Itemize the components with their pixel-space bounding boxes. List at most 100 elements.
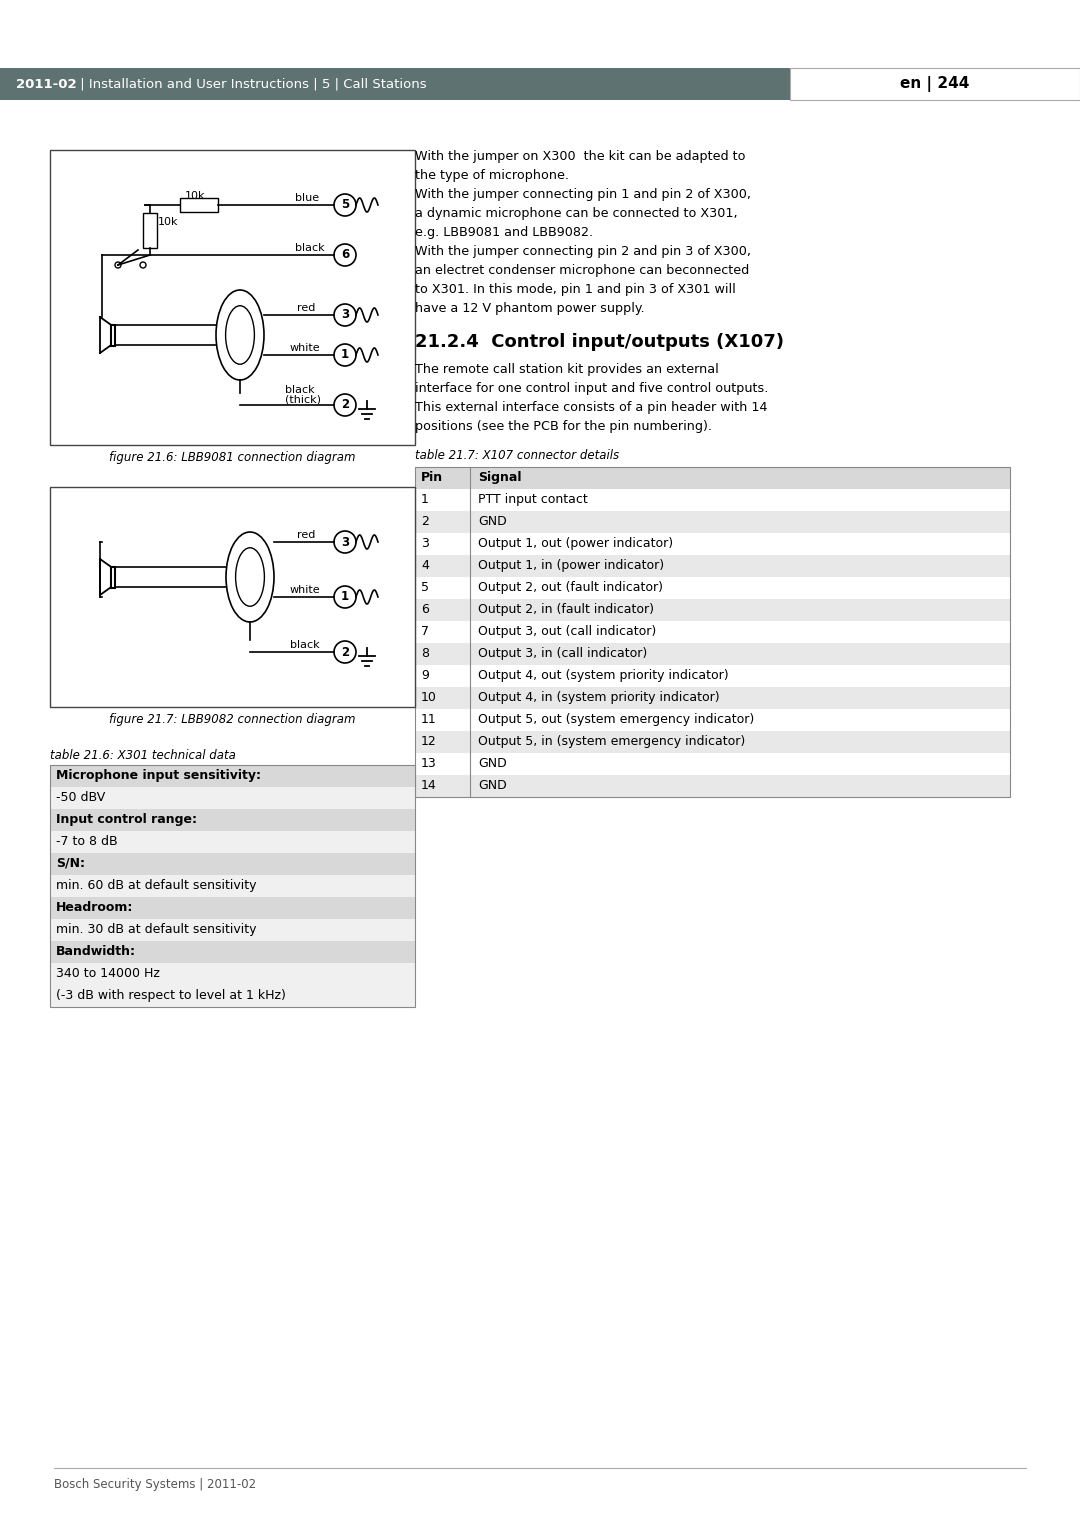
Bar [415, 688, 1010, 709]
Text: 2: 2 [341, 645, 349, 659]
Text: This external interface consists of a pin header with 14: This external interface consists of a pi… [415, 400, 768, 414]
Text: GND: GND [478, 779, 507, 792]
Text: interface for one control input and five control outputs.: interface for one control input and five… [415, 382, 768, 396]
Bar [180, 199, 218, 212]
Text: figure 21.7: LBB9082 connection diagram: figure 21.7: LBB9082 connection diagram [109, 714, 355, 726]
Text: S/N:: S/N: [56, 857, 85, 869]
Text: positions (see the PCB for the pin numbering).: positions (see the PCB for the pin numbe… [415, 420, 712, 432]
Text: PTT input contact: PTT input contact [478, 494, 588, 506]
Bar [50, 831, 415, 853]
Bar [415, 533, 1010, 555]
Text: Output 5, out (system emergency indicator): Output 5, out (system emergency indicato… [478, 714, 754, 726]
Circle shape [140, 261, 146, 267]
Text: black: black [285, 385, 314, 396]
Bar [50, 918, 415, 941]
Ellipse shape [226, 532, 274, 622]
Bar [415, 709, 1010, 730]
Text: Output 1, out (power indicator): Output 1, out (power indicator) [478, 536, 673, 550]
Circle shape [334, 642, 356, 663]
Circle shape [334, 244, 356, 266]
Text: 3: 3 [341, 309, 349, 321]
Bar [789, 69, 1080, 99]
Bar [110, 324, 114, 345]
Text: 3: 3 [421, 536, 429, 550]
Text: (thick): (thick) [285, 396, 321, 405]
Text: an electret condenser microphone can beconnected: an electret condenser microphone can bec… [415, 264, 750, 277]
Text: | Installation and User Instructions | 5 | Call Stations: | Installation and User Instructions | 5… [76, 78, 427, 90]
Text: blue: blue [295, 193, 319, 203]
Text: white: white [291, 342, 321, 353]
Bar [415, 643, 1010, 665]
Bar [50, 487, 415, 707]
Text: 10k: 10k [185, 191, 205, 202]
Text: 1: 1 [341, 348, 349, 362]
Text: to X301. In this mode, pin 1 and pin 3 of X301 will: to X301. In this mode, pin 1 and pin 3 o… [415, 283, 735, 296]
Text: 21.2.4  Control input/outputs (X107): 21.2.4 Control input/outputs (X107) [415, 333, 784, 351]
Text: a dynamic microphone can be connected to X301,: a dynamic microphone can be connected to… [415, 206, 738, 220]
Text: 8: 8 [421, 646, 429, 660]
Text: 2: 2 [341, 399, 349, 411]
Text: red: red [297, 303, 315, 313]
Bar [415, 468, 1010, 798]
Text: en | 244: en | 244 [901, 76, 970, 92]
Circle shape [114, 261, 121, 267]
Bar [50, 766, 415, 1007]
Bar [415, 578, 1010, 599]
Bar [415, 555, 1010, 578]
Text: 4: 4 [421, 559, 429, 571]
Bar [50, 787, 415, 808]
Text: have a 12 V phantom power supply.: have a 12 V phantom power supply. [415, 303, 645, 315]
Text: Output 2, out (fault indicator): Output 2, out (fault indicator) [478, 581, 663, 594]
Text: Bosch Security Systems | 2011-02: Bosch Security Systems | 2011-02 [54, 1478, 256, 1491]
Text: black: black [291, 640, 320, 649]
Bar [0, 69, 789, 99]
Text: min. 60 dB at default sensitivity: min. 60 dB at default sensitivity [56, 879, 257, 892]
Text: 1: 1 [341, 590, 349, 604]
Text: Output 4, in (system priority indicator): Output 4, in (system priority indicator) [478, 691, 719, 704]
Bar [415, 599, 1010, 620]
Text: table 21.6: X301 technical data: table 21.6: X301 technical data [50, 749, 235, 762]
Text: 3: 3 [341, 535, 349, 549]
Text: 13: 13 [421, 756, 436, 770]
Text: Output 2, in (fault indicator): Output 2, in (fault indicator) [478, 604, 654, 616]
Text: With the jumper on X300  the kit can be adapted to: With the jumper on X300 the kit can be a… [415, 150, 745, 163]
Text: Output 3, in (call indicator): Output 3, in (call indicator) [478, 646, 647, 660]
Bar [50, 986, 415, 1007]
Text: GND: GND [478, 515, 507, 529]
Text: 340 to 14000 Hz: 340 to 14000 Hz [56, 967, 160, 979]
Text: (-3 dB with respect to level at 1 kHz): (-3 dB with respect to level at 1 kHz) [56, 989, 286, 1002]
Ellipse shape [226, 306, 255, 364]
Text: Output 1, in (power indicator): Output 1, in (power indicator) [478, 559, 664, 571]
Bar [143, 212, 157, 248]
Text: e.g. LBB9081 and LBB9082.: e.g. LBB9081 and LBB9082. [415, 226, 593, 238]
Circle shape [334, 344, 356, 367]
Text: With the jumper connecting pin 1 and pin 2 of X300,: With the jumper connecting pin 1 and pin… [415, 188, 751, 202]
Text: Microphone input sensitivity:: Microphone input sensitivity: [56, 769, 261, 782]
Bar [415, 468, 1010, 489]
Text: 9: 9 [421, 669, 429, 681]
Text: 5: 5 [421, 581, 429, 594]
Text: Output 5, in (system emergency indicator): Output 5, in (system emergency indicator… [478, 735, 745, 749]
Text: black: black [295, 243, 325, 254]
Text: 10: 10 [421, 691, 437, 704]
Text: white: white [291, 585, 321, 594]
Text: table 21.7: X107 connector details: table 21.7: X107 connector details [415, 449, 619, 461]
Bar [415, 620, 1010, 643]
Text: 7: 7 [421, 625, 429, 639]
Bar [50, 808, 415, 831]
Text: 6: 6 [421, 604, 429, 616]
Bar [415, 775, 1010, 798]
Bar [415, 730, 1010, 753]
Text: min. 30 dB at default sensitivity: min. 30 dB at default sensitivity [56, 923, 257, 937]
Bar [50, 766, 415, 787]
Bar [50, 897, 415, 918]
Text: Signal: Signal [478, 471, 522, 484]
Circle shape [334, 304, 356, 325]
Text: Output 4, out (system priority indicator): Output 4, out (system priority indicator… [478, 669, 729, 681]
Bar [50, 876, 415, 897]
Text: Pin: Pin [421, 471, 443, 484]
Text: Input control range:: Input control range: [56, 813, 197, 827]
Circle shape [334, 587, 356, 608]
Ellipse shape [216, 290, 264, 380]
Text: Headroom:: Headroom: [56, 902, 133, 914]
